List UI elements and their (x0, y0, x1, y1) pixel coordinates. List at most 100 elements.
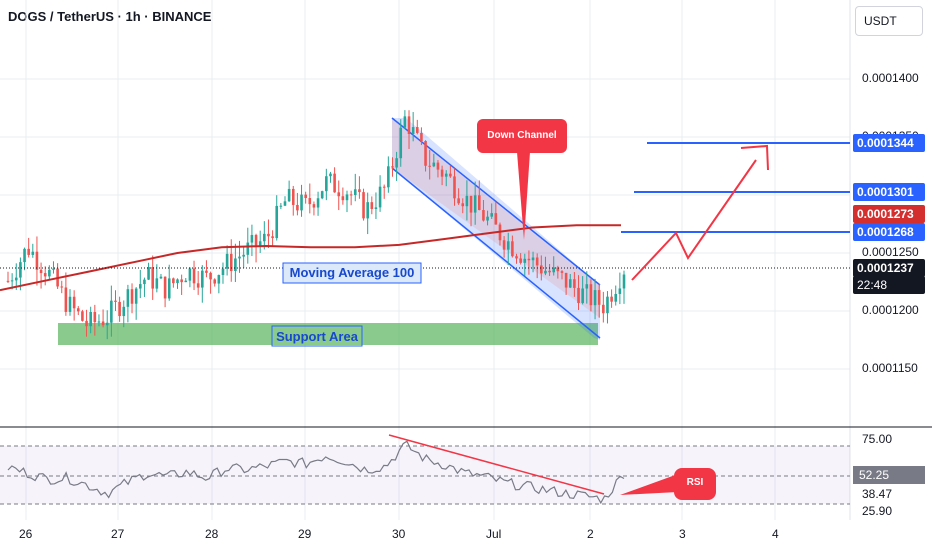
candle-body (275, 205, 279, 239)
candle-body (308, 198, 312, 205)
candle-body (494, 213, 498, 225)
rsi-trendline (388, 434, 605, 495)
candle-body (205, 270, 208, 273)
time-label: 2 (587, 527, 594, 541)
candle-body (440, 169, 444, 177)
candle-body (523, 258, 527, 263)
candle-body (23, 248, 26, 263)
candle-body (176, 279, 179, 284)
candle-body (201, 270, 204, 288)
candle-body (366, 202, 369, 219)
candle-body (263, 233, 266, 242)
candle-body (577, 287, 580, 304)
candle-body (291, 188, 295, 205)
symbol-title: DOGS / TetherUS · 1h · BINANCE (8, 9, 212, 24)
rsi-tick: 38.47 (862, 487, 893, 501)
candle-body (436, 162, 440, 170)
candle-body (469, 195, 473, 213)
rsi-callout (674, 468, 716, 500)
candle-body (420, 132, 423, 142)
grid (0, 0, 850, 520)
candle-body (250, 234, 254, 243)
time-label: Jul (486, 527, 502, 541)
ma-label-box (282, 262, 422, 284)
candle-body (531, 257, 535, 261)
candle-body (39, 269, 43, 274)
candle-body (271, 236, 274, 239)
candle-body (568, 279, 572, 288)
candle-body (457, 198, 460, 204)
candle-body (444, 173, 448, 177)
candle-body (573, 279, 576, 288)
currency-selector[interactable]: USDT (855, 6, 923, 36)
candle-body (246, 242, 250, 255)
candle-body (548, 270, 551, 273)
candle-body (511, 241, 514, 257)
candle-body (461, 203, 465, 207)
candle-body (585, 284, 589, 289)
candle-body (258, 241, 262, 247)
candle-body (395, 158, 398, 168)
candle-body (184, 280, 188, 283)
candle-body (192, 268, 196, 284)
rsi-tick: 75.00 (862, 432, 893, 446)
candle-body (122, 306, 126, 317)
candle-body (428, 165, 431, 167)
candle-body (618, 288, 622, 294)
candle-body (180, 279, 183, 283)
candle-body (473, 195, 477, 213)
candle-body (370, 202, 374, 209)
countdown-tag: 22:48 (853, 276, 925, 294)
candle-body (27, 248, 30, 255)
candle-body (424, 141, 427, 166)
candle-body (382, 186, 386, 188)
candle-body (225, 253, 229, 269)
candle-body (283, 201, 287, 206)
time-label: 28 (205, 527, 219, 541)
candle-body (622, 274, 626, 289)
candle-body (172, 278, 175, 284)
price-tick: 0.0001250 (862, 245, 919, 259)
candle-body (378, 186, 382, 208)
candle-body (449, 173, 452, 177)
rsi-label: RSI (686, 477, 704, 488)
candle-body (329, 173, 332, 177)
candle-body (234, 258, 237, 272)
candle-body (482, 210, 485, 221)
moving-average-label: Moving Average 100 (289, 265, 415, 280)
price-tag-level-3: 0.0001268 (853, 223, 925, 241)
candle-body (159, 276, 163, 279)
candle-body (560, 271, 564, 273)
price-tick: 0.0001150 (862, 361, 918, 375)
candle-body (188, 268, 192, 281)
candle-body (229, 253, 233, 272)
candle-body (593, 290, 597, 306)
candle-body (93, 311, 97, 323)
candle-body (432, 162, 436, 167)
candle-body (349, 194, 353, 196)
candle-body (407, 116, 411, 134)
candle-body (85, 320, 88, 327)
candle-body (52, 268, 55, 270)
candle-body (14, 277, 18, 281)
time-label: 26 (19, 527, 33, 541)
candle-body (267, 233, 270, 237)
time-label: 29 (298, 527, 312, 541)
candle-body (196, 283, 200, 288)
candle-body (552, 267, 556, 273)
candle-body (597, 290, 601, 305)
down-channel-pointer (517, 152, 530, 240)
candle-body (296, 204, 299, 211)
candle-body (287, 188, 291, 202)
rsi-tick: 25.90 (862, 504, 893, 518)
candle-body (163, 276, 167, 299)
candle-body (403, 116, 407, 128)
candle-body (304, 194, 307, 199)
candle-body (279, 205, 283, 207)
price-tag-level-2: 0.0001301 (853, 183, 925, 201)
candle-body (502, 240, 506, 250)
candle-body (453, 176, 456, 199)
candles (6, 110, 626, 340)
price-tick: 0.0001400 (862, 71, 919, 85)
candle-body (564, 272, 568, 288)
